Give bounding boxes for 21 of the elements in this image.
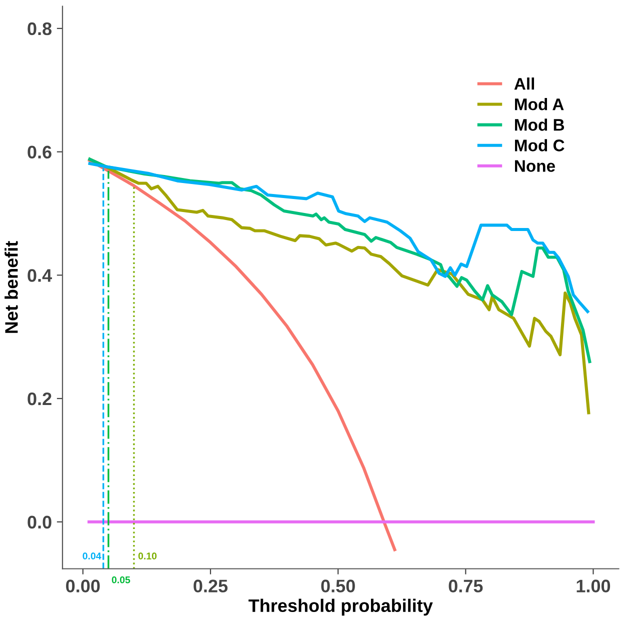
x-tick-label: 0.25 <box>194 580 228 592</box>
legend-label: All <box>514 78 534 90</box>
ref-line-label: 0.04 <box>82 552 102 560</box>
line-series <box>88 158 396 552</box>
legend-label: Mod A <box>515 98 564 110</box>
y-tick-label: 0.8 <box>28 22 52 36</box>
y-tick-label: 0.6 <box>28 146 52 159</box>
legend-label: Mod B <box>515 118 564 131</box>
y-axis-title: Net benefit <box>4 241 18 333</box>
x-tick-label: 0.50 <box>321 580 355 592</box>
x-tick-label: 0.00 <box>66 580 100 592</box>
y-tick-label: 0.4 <box>28 269 52 282</box>
ref-line-label: 0.10 <box>138 552 157 560</box>
y-tick-label: 0.0 <box>28 516 52 529</box>
x-tick-label: 1.00 <box>576 580 610 592</box>
y-tick-label: 0.2 <box>28 392 52 406</box>
legend-label: None <box>515 160 555 172</box>
x-axis-title: Threshold probability <box>248 598 433 616</box>
ref-line-label: 0.05 <box>112 576 130 584</box>
x-tick-label: 0.75 <box>448 580 483 592</box>
legend-label: Mod C <box>515 139 564 152</box>
